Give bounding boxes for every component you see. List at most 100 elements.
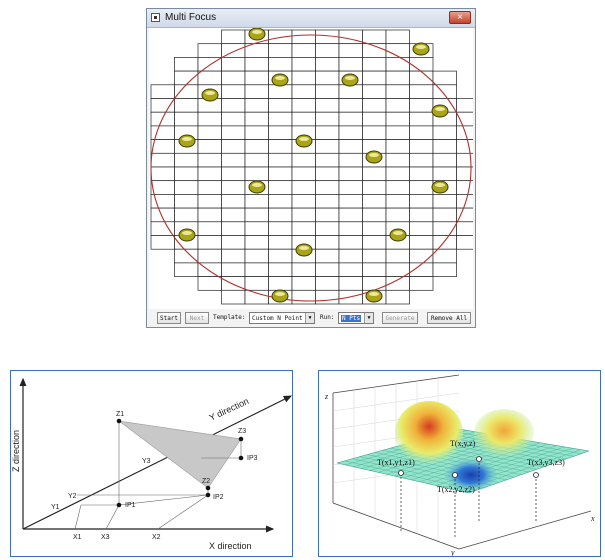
die-cell[interactable]	[197, 180, 222, 195]
die-cell[interactable]	[338, 221, 363, 236]
die-cell[interactable]	[197, 43, 222, 58]
die-cell[interactable]	[221, 139, 246, 154]
die-cell[interactable]	[221, 152, 246, 168]
run-select[interactable]: N Pts ▼	[338, 312, 374, 324]
die-cell[interactable]	[315, 221, 340, 236]
die-cell[interactable]	[174, 166, 199, 182]
die-cell[interactable]	[174, 262, 199, 277]
die-cell[interactable]	[197, 70, 222, 86]
die-cell[interactable]	[385, 166, 410, 182]
die-cell[interactable]	[385, 111, 410, 127]
die-cell[interactable]	[221, 248, 246, 264]
die-cell[interactable]	[409, 235, 434, 250]
die-cell[interactable]	[268, 125, 293, 140]
focus-point-marker[interactable]	[248, 180, 266, 194]
die-cell[interactable]	[197, 111, 222, 127]
die-cell[interactable]	[291, 43, 316, 58]
die-cell[interactable]	[174, 57, 199, 72]
die-cell[interactable]	[385, 84, 410, 99]
focus-point-marker[interactable]	[248, 28, 266, 41]
die-cell[interactable]	[385, 57, 410, 72]
die-cell[interactable]	[362, 125, 387, 140]
die-cell[interactable]	[338, 84, 363, 99]
focus-point-marker[interactable]	[365, 289, 383, 303]
die-cell[interactable]	[432, 152, 457, 168]
die-cell[interactable]	[221, 207, 246, 223]
focus-point-marker[interactable]	[431, 104, 449, 118]
die-cell[interactable]	[338, 152, 363, 168]
die-cell[interactable]	[315, 70, 340, 86]
die-cell[interactable]	[197, 248, 222, 264]
die-cell[interactable]	[268, 152, 293, 168]
die-cell[interactable]	[244, 111, 269, 127]
die-cell[interactable]	[362, 84, 387, 99]
focus-point-marker[interactable]	[389, 228, 407, 242]
die-cell[interactable]	[432, 194, 457, 209]
die-cell[interactable]	[221, 70, 246, 86]
die-cell[interactable]	[197, 125, 222, 140]
die-cell[interactable]	[244, 152, 269, 168]
die-cell[interactable]	[244, 98, 269, 113]
die-cell[interactable]	[291, 57, 316, 72]
die-cell[interactable]	[291, 84, 316, 99]
die-cell[interactable]	[362, 235, 387, 250]
die-cell[interactable]	[362, 276, 387, 291]
die-cell[interactable]	[315, 152, 340, 168]
die-cell[interactable]	[315, 98, 340, 113]
die-cell[interactable]	[291, 221, 316, 236]
die-cell[interactable]	[150, 84, 175, 99]
die-cell[interactable]	[362, 180, 387, 195]
die-cell[interactable]	[338, 194, 363, 209]
die-cell[interactable]	[197, 221, 222, 236]
die-cell[interactable]	[291, 207, 316, 223]
die-cell[interactable]	[432, 125, 457, 140]
die-cell[interactable]	[338, 166, 363, 182]
die-cell[interactable]	[221, 289, 246, 305]
die-cell[interactable]	[268, 248, 293, 264]
remove-all-button[interactable]: Remove All	[427, 312, 471, 324]
die-cell[interactable]	[150, 125, 175, 140]
die-cell[interactable]	[456, 139, 474, 154]
die-cell[interactable]	[174, 152, 199, 168]
die-cell[interactable]	[409, 248, 434, 264]
die-cell[interactable]	[385, 207, 410, 223]
die-cell[interactable]	[244, 194, 269, 209]
die-cell[interactable]	[268, 43, 293, 58]
die-cell[interactable]	[315, 235, 340, 250]
die-cell[interactable]	[385, 29, 410, 45]
die-cell[interactable]	[291, 180, 316, 195]
die-cell[interactable]	[409, 166, 434, 182]
die-cell[interactable]	[409, 139, 434, 154]
die-cell[interactable]	[432, 84, 457, 99]
die-cell[interactable]	[174, 111, 199, 127]
die-cell[interactable]	[197, 139, 222, 154]
die-cell[interactable]	[221, 235, 246, 250]
die-cell[interactable]	[268, 111, 293, 127]
wafer-canvas[interactable]	[149, 28, 473, 309]
focus-point-marker[interactable]	[431, 180, 449, 194]
die-cell[interactable]	[362, 262, 387, 277]
die-cell[interactable]	[221, 221, 246, 236]
die-cell[interactable]	[362, 29, 387, 45]
die-cell[interactable]	[244, 166, 269, 182]
die-cell[interactable]	[221, 29, 246, 45]
die-cell[interactable]	[432, 207, 457, 223]
die-cell[interactable]	[385, 180, 410, 195]
title-bar[interactable]: Multi Focus ×	[147, 9, 475, 28]
die-cell[interactable]	[409, 221, 434, 236]
die-cell[interactable]	[409, 276, 434, 291]
next-button[interactable]: Next	[185, 312, 209, 324]
die-cell[interactable]	[291, 289, 316, 305]
die-cell[interactable]	[268, 166, 293, 182]
die-cell[interactable]	[338, 262, 363, 277]
die-cell[interactable]	[221, 84, 246, 99]
die-cell[interactable]	[291, 166, 316, 182]
die-cell[interactable]	[244, 248, 269, 264]
die-cell[interactable]	[221, 57, 246, 72]
die-cell[interactable]	[150, 235, 175, 250]
die-cell[interactable]	[315, 125, 340, 140]
die-cell[interactable]	[150, 221, 175, 236]
die-cell[interactable]	[221, 262, 246, 277]
die-cell[interactable]	[362, 166, 387, 182]
focus-point-marker[interactable]	[295, 243, 313, 257]
